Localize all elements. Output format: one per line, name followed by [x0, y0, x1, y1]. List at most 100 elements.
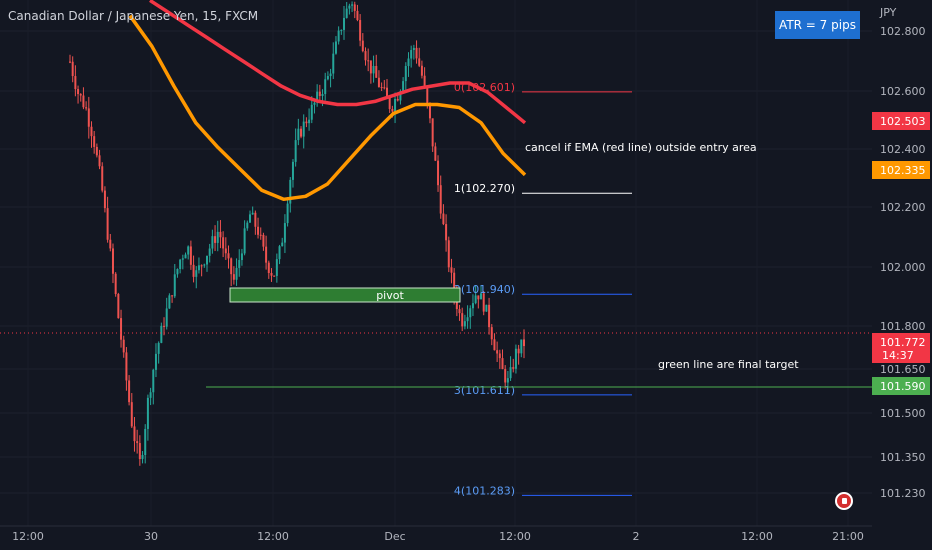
candle-body [305, 121, 308, 124]
x-tick-label: 12:00 [257, 530, 289, 543]
candle-body [442, 213, 445, 225]
candle-body [458, 309, 461, 314]
candle-body [211, 236, 214, 249]
candle-body [273, 275, 276, 277]
candle-body [420, 65, 423, 76]
candle-body [173, 274, 176, 297]
x-tick-label: 30 [144, 530, 158, 543]
x-tick-label: 2 [633, 530, 640, 543]
candle-body [394, 98, 397, 112]
candle-body [466, 317, 469, 322]
candle-body [82, 95, 85, 108]
candle-body [367, 60, 370, 62]
candle-body [337, 30, 340, 42]
price-tag-ema-orange [872, 161, 930, 179]
y-tick-label: 101.500 [880, 407, 926, 420]
candle-body [195, 270, 198, 277]
candle-body [187, 246, 190, 255]
y-axis: 102.800 102.600 102.400 102.200 102.000 101.8… [872, 6, 930, 500]
candle-body [308, 119, 311, 124]
candle-body [232, 274, 235, 280]
candle-body [402, 81, 405, 92]
ema-orange-line [128, 14, 527, 202]
pivot-label: pivot [376, 289, 404, 302]
fib-label: 4(101.283) [454, 484, 515, 497]
candle-body [291, 161, 294, 180]
candle-body [399, 91, 402, 101]
candle-body [437, 160, 440, 186]
candle-body [160, 325, 163, 343]
candle-body [504, 369, 507, 383]
candle-body [74, 76, 77, 90]
candle-body [463, 321, 466, 327]
atr-badge: ATR = 7 pips [775, 11, 860, 39]
candle-body [246, 222, 249, 229]
candle-body [206, 255, 209, 265]
candle-body [136, 441, 139, 444]
y-tick-label: 102.400 [880, 143, 926, 156]
candle-body [152, 369, 155, 393]
candle-body [480, 293, 483, 300]
candle-body [385, 87, 388, 98]
candle-body [251, 212, 254, 215]
candle-body [302, 121, 305, 137]
candle-body [372, 65, 375, 74]
candle-body [141, 454, 144, 460]
candle-body [369, 60, 372, 74]
canada-flag-icon[interactable] [835, 492, 853, 510]
candle-body [410, 50, 413, 59]
candle-body [326, 76, 329, 80]
candle-body [208, 248, 211, 256]
x-tick-label: 12:00 [12, 530, 44, 543]
candle-body [469, 308, 472, 318]
candle-body [434, 146, 437, 161]
candle-body [388, 97, 391, 109]
candle-body [348, 5, 351, 9]
candle-body [103, 190, 106, 209]
candle-body [117, 293, 120, 319]
price-tag-ema-red [872, 112, 930, 130]
candle-body [423, 75, 426, 87]
target-note: green line are final target [658, 358, 799, 371]
candle-body [490, 327, 493, 340]
candle-body [364, 51, 367, 61]
currency-label: JPY [879, 6, 897, 19]
x-axis: 12:00 30 12:00 Dec 12:00 2 12:00 21:00 [0, 525, 872, 543]
x-tick-label: 21:00 [832, 530, 864, 543]
candle-body [93, 136, 96, 147]
candle-body [192, 264, 195, 277]
candle-body [214, 236, 217, 243]
candle-body [471, 303, 474, 309]
candle-body [106, 208, 109, 240]
candle-body [114, 273, 117, 294]
y-tick-label: 101.800 [880, 320, 926, 333]
candle-body [501, 358, 504, 370]
candle-body [154, 353, 157, 370]
candle-body [329, 73, 332, 77]
candle-body [200, 265, 203, 267]
candle-body [243, 228, 246, 254]
candle-body [109, 239, 112, 249]
candle-body [90, 126, 93, 137]
candle-body [428, 103, 431, 119]
candle-body [197, 265, 200, 271]
y-tick-label: 101.350 [880, 451, 926, 464]
candle-body [262, 234, 265, 247]
candle-body [130, 402, 133, 427]
fib-label: 1(102.270) [454, 182, 515, 195]
candle-body [259, 234, 262, 236]
x-tick-label: Dec [384, 530, 405, 543]
price-tag-value: 102.503 [880, 115, 926, 128]
candle-body [87, 108, 90, 127]
candle-body [415, 47, 418, 59]
candle-body [407, 58, 410, 67]
candle-body [224, 248, 227, 254]
candle-body [318, 91, 321, 97]
candle-body [122, 339, 125, 353]
candle-body [412, 47, 415, 51]
chart-title: Canadian Dollar / Japanese Yen, 15, FXCM [8, 9, 259, 23]
x-tick-label: 12:00 [499, 530, 531, 543]
candle-body [426, 86, 429, 104]
fib-levels: 0(102.601) 1(102.270) 2(101.940) 3(101.611)… [454, 81, 632, 497]
